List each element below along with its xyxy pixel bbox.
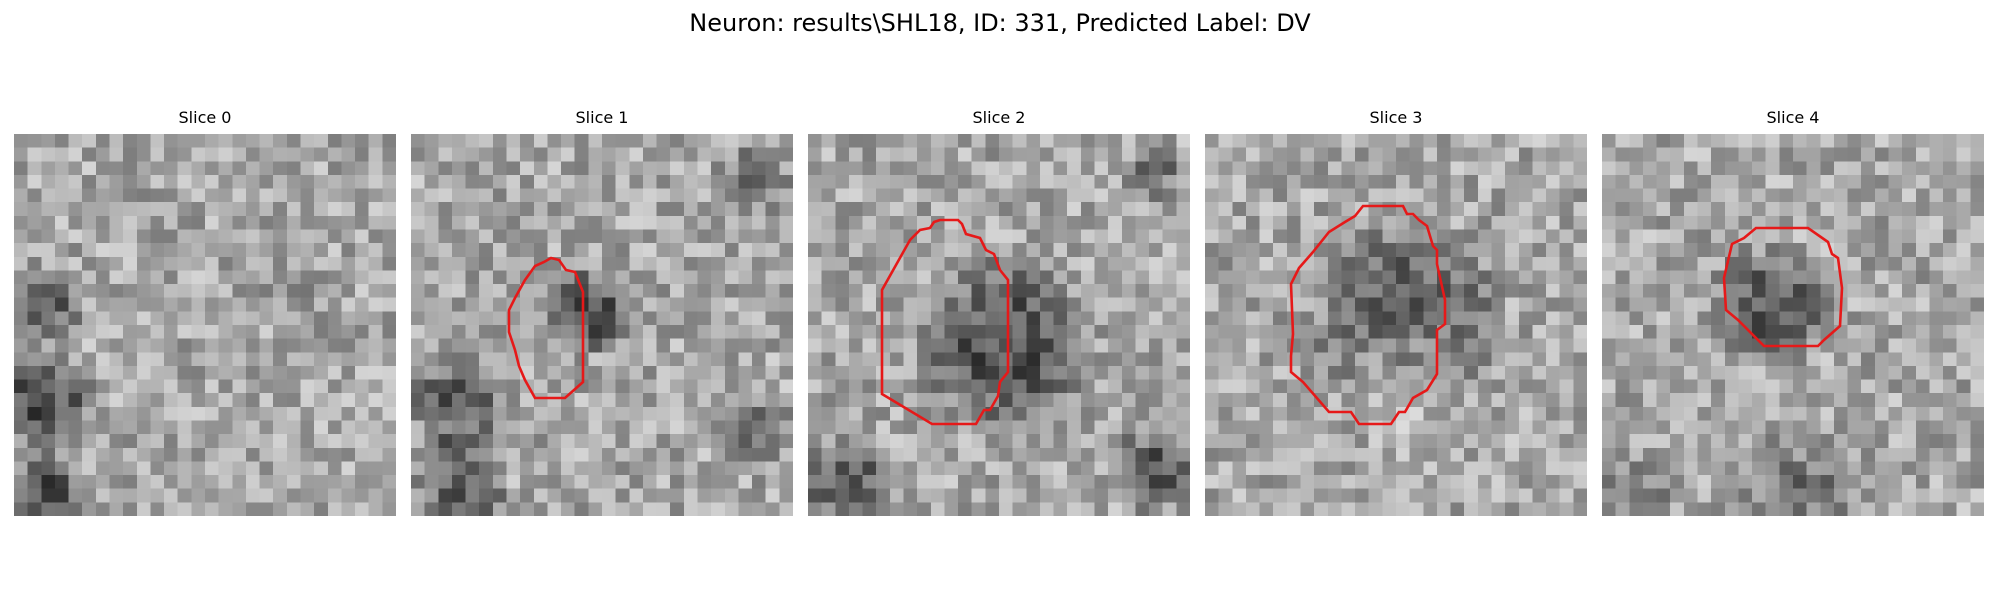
roi-contour xyxy=(1722,226,1844,348)
slice-image xyxy=(14,134,396,516)
roi-contour xyxy=(507,256,585,400)
slice-title: Slice 1 xyxy=(575,108,629,127)
slice-image xyxy=(808,134,1190,516)
slice-image xyxy=(1205,134,1587,516)
roi-contour-layer xyxy=(1722,226,1844,348)
roi-contour-layer xyxy=(880,218,1010,426)
figure-title: Neuron: results\SHL18, ID: 331, Predicte… xyxy=(689,9,1311,37)
roi-contour xyxy=(880,218,1010,426)
roi-contour-layer xyxy=(1289,204,1447,426)
slice-title: Slice 2 xyxy=(972,108,1026,127)
slice-image xyxy=(411,134,793,516)
slice-title: Slice 3 xyxy=(1369,108,1423,127)
slice-title: Slice 0 xyxy=(178,108,232,127)
slice-image xyxy=(1602,134,1984,516)
roi-contour-layer xyxy=(14,134,396,516)
roi-contour xyxy=(1289,204,1447,426)
slice-title: Slice 4 xyxy=(1766,108,1820,127)
roi-contour-layer xyxy=(507,256,585,400)
